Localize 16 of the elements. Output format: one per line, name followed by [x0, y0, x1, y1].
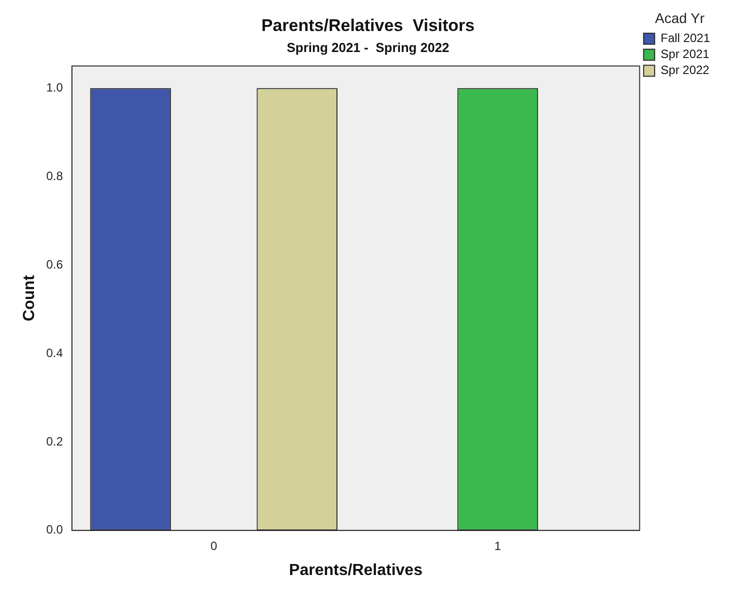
x-tick-label: 0	[210, 538, 218, 553]
legend-label: Spr 2021	[660, 47, 710, 62]
x-tick-label: 1	[494, 538, 502, 553]
y-tick-label: 0.6	[46, 257, 64, 272]
y-tick-label: 0.8	[46, 168, 64, 183]
x-axis-title: Parents/Relatives	[289, 562, 423, 579]
legend-label: Fall 2021	[660, 31, 710, 46]
y-tick-label: 1.0	[46, 80, 64, 94]
y-tick-label: 0.4	[46, 346, 64, 360]
y-tick-label: 0.0	[46, 522, 64, 537]
y-axis-title: Count	[21, 274, 38, 322]
y-tick-label: 0.2	[46, 434, 64, 448]
legend-label: Spr 2022	[660, 63, 710, 78]
chart-title: Parents/Relatives Visitors	[261, 16, 475, 35]
legend-title: Acad Yr	[655, 10, 705, 26]
chart-subtitle: Spring 2021 - Spring 2022	[286, 40, 450, 55]
